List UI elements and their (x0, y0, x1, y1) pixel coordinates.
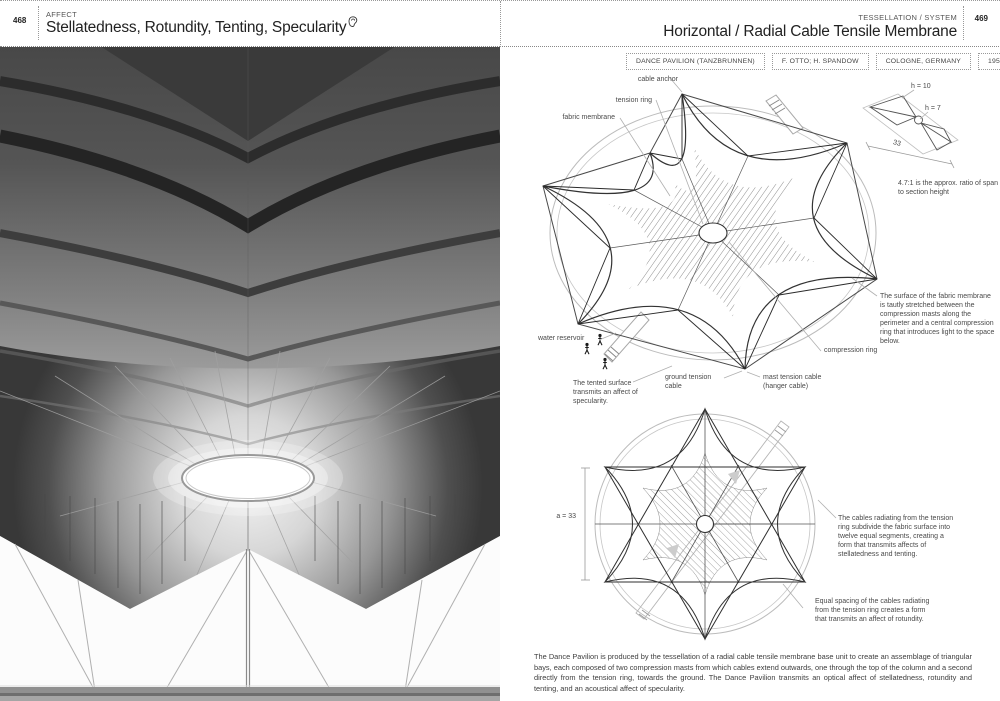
label-mast-tension-cable: mast tension cable (hanger cable) (763, 374, 822, 391)
interior-photo (0, 46, 500, 701)
plan-tension-ring (695, 514, 715, 534)
page-left: 468 AFFECT Stellatedness, Rotundity, Ten… (0, 1, 500, 701)
left-header: 468 AFFECT Stellatedness, Rotundity, Ten… (0, 1, 500, 47)
label-fabric-membrane: fabric membrane (562, 114, 615, 121)
label-water-reservoir: water reservoir (538, 335, 585, 342)
section-diagram (862, 93, 959, 169)
left-category: AFFECT (46, 10, 77, 19)
plan-flag (667, 544, 679, 558)
label-cable-anchor: cable anchor (637, 76, 678, 83)
opening-cables (14, 543, 486, 692)
note-span-ratio: 4.7:1 is the approx. ratio of span to se… (898, 180, 999, 197)
left-title-text: Stellatedness, Rotundity, Tenting, Specu… (46, 19, 347, 36)
right-title: Horizontal / Radial Cable Tensile Membra… (663, 23, 957, 40)
chevron-bands-light (0, 349, 500, 446)
oculus (153, 440, 343, 516)
header-divider (963, 6, 964, 40)
ear-icon (348, 16, 358, 27)
note-cables-radiating: The cables radiating from the tension ri… (838, 515, 954, 559)
note-tented-surface: The tented surface transmits an affect o… (573, 380, 638, 406)
project-meta-row: DANCE PAVILION (TANZBRUNNEN) F. OTTO; H.… (626, 53, 1000, 70)
arm-folds (44, 494, 456, 594)
ramp-top (765, 94, 804, 135)
note-membrane-surface: The surface of the fabric membrane is ta… (880, 293, 995, 346)
left-page-number: 468 (13, 16, 27, 25)
people-figures (584, 333, 608, 370)
floor-band (0, 685, 500, 701)
note-equal-spacing: Equal spacing of the cables radiating fr… (815, 598, 930, 624)
leader-lines (598, 77, 929, 383)
left-title: Stellatedness, Rotundity, Tenting, Specu… (46, 16, 358, 37)
axonometric-diagram (542, 77, 959, 383)
meta-location: COLOGNE, GERMANY (875, 53, 972, 70)
plan-star-cables (604, 408, 806, 640)
meta-architects: F. OTTO; H. SPANDOW (771, 53, 869, 70)
plan-leaders (782, 499, 837, 609)
plan-dimension-bracket (581, 467, 590, 581)
label-plan-dimension: a = 33 (556, 513, 576, 520)
label-ground-tension-cable: ground tension cable (665, 374, 712, 391)
right-page-number: 469 (974, 14, 988, 23)
radial-cables (609, 155, 815, 311)
chevron-bands (0, 76, 500, 362)
compression-ring-shape (698, 222, 728, 244)
plan-flag (728, 470, 740, 484)
label-compression-ring: compression ring (824, 347, 878, 354)
header-divider (38, 6, 39, 40)
plan-diagram (581, 407, 837, 641)
label-tension-ring: tension ring (615, 97, 652, 104)
page-caption: The Dance Pavilion is produced by the te… (534, 652, 972, 693)
right-header: TESSELLATION / SYSTEM 469 Horizontal / R… (500, 1, 1000, 47)
label-section-h10: h = 10 (911, 83, 931, 90)
right-category: TESSELLATION / SYSTEM (858, 13, 957, 22)
mast-cables (542, 93, 878, 370)
page-right: TESSELLATION / SYSTEM 469 Horizontal / R… (500, 1, 1000, 701)
meta-year: 1957 (978, 53, 1000, 70)
label-section-h7: h = 7 (925, 105, 941, 112)
meta-project: DANCE PAVILION (TANZBRUNNEN) (626, 53, 765, 70)
